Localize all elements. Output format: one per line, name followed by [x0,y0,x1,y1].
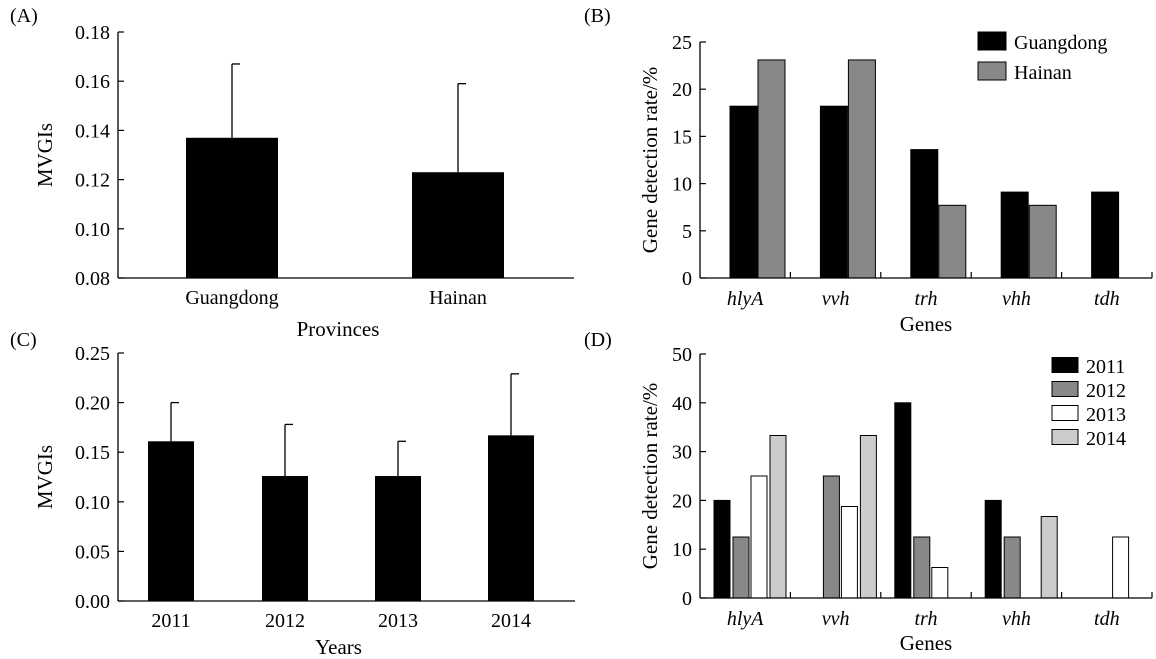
panel-c-bar [262,476,308,601]
panel-a-ytick-label: 0.16 [75,71,110,93]
panel-d-ylabel: Gene detection rate/% [638,383,662,570]
panel-d-ytick-label: 40 [672,393,692,415]
panel-b-ytick-label: 10 [672,174,692,196]
panel-b-xtick-label: vhh [1002,288,1031,310]
panel-b-legend-label: Guangdong [1014,32,1107,54]
panel-d-bar [931,567,949,599]
panel-b-legend-label: Hainan [1014,62,1072,84]
panel-d-label: (D) [584,329,612,351]
panel-c-ytick-label: 0.00 [75,591,110,613]
panel-a-bar [412,172,504,278]
panel-c-label: (C) [10,329,37,351]
panel-b-xlabel: Genes [900,312,952,336]
panel-d-xtick-label: hlyA [727,608,764,630]
panel-d-legend-swatch [1051,381,1079,397]
panel-b-ytick-label: 25 [672,32,692,54]
panel-c-bar [375,476,421,601]
panel-c-xtick-label: 2013 [378,610,418,632]
panel-b-legend-swatch [977,31,1007,51]
panel-b-xtick-label: vvh [822,288,850,310]
panel-c-xtick-label: 2014 [491,610,531,632]
panel-d-legend-swatch [1051,357,1079,373]
panel-b-bar [729,105,758,279]
panel-b-label: (B) [584,5,611,27]
panel-d-bar [1040,516,1058,599]
panel-b-ytick-label: 0 [682,268,692,290]
panel-d-legend-label: 2013 [1086,404,1126,426]
panel-b-bar [910,149,939,279]
panel-c-bar [488,435,534,601]
panel-a-ytick-label: 0.08 [75,268,110,290]
panel-c-bar [148,441,194,601]
panel-b-bar [1000,191,1029,279]
panel-d-bar [713,499,731,599]
panel-d-bar [750,475,768,599]
panel-d-bar [894,402,912,599]
panel-b-xtick-label: hlyA [727,288,764,310]
panel-d-ytick-label: 10 [672,539,692,561]
panel-c-ytick-label: 0.25 [75,343,110,365]
panel-a-ytick-label: 0.10 [75,219,110,241]
panel-c-xtick-label: 2012 [265,610,305,632]
panel-c-xtick-label: 2011 [151,610,190,632]
panel-d-ytick-label: 20 [672,490,692,512]
panel-a-ytick-label: 0.12 [75,170,110,192]
panel-c-ytick-label: 0.05 [75,541,110,563]
panel-c-ylabel: MVGIs [33,445,57,509]
panel-a-label: (A) [10,5,38,27]
panel-b-ytick-label: 5 [682,221,692,243]
panel-d-xtick-label: vhh [1002,608,1031,630]
panel-d-legend-label: 2012 [1086,380,1126,402]
panel-a-ylabel: MVGIs [33,123,57,187]
panel-d-legend-swatch [1051,429,1079,445]
panel-d-bar [859,434,877,599]
panel-d-ytick-label: 50 [672,344,692,366]
panel-b-ytick-label: 15 [672,126,692,148]
panel-a-ytick-label: 0.14 [75,120,110,142]
panel-b-bar [938,204,967,279]
panel-a-bar [186,137,278,278]
panel-d-legend-swatch [1051,405,1079,421]
panel-d-xlabel: Genes [900,631,952,655]
panel-b-bar [757,59,786,279]
panel-a-xtick-label: Hainan [429,287,487,309]
panel-d-bar [769,434,787,599]
panel-d-xtick-label: tdh [1094,608,1120,630]
panel-d-ytick-label: 0 [682,588,692,610]
panel-a-xtick-label: Guangdong [185,287,278,309]
panel-b-ylabel: Gene detection rate/% [638,67,662,254]
panel-d-bar [1003,536,1021,599]
panel-c-ytick-label: 0.15 [75,442,110,464]
panel-d-bar [840,506,858,599]
panel-b-xtick-label: trh [915,288,938,310]
panel-b-bar [1028,204,1057,279]
panel-a-ytick-label: 0.18 [75,22,110,44]
panel-d-bar [913,536,931,599]
panel-d-bar [1112,536,1130,599]
panel-d-xtick-label: trh [915,608,938,630]
panel-d-xtick-label: vvh [822,608,850,630]
panel-c-ytick-label: 0.10 [75,492,110,514]
panel-c-ytick-label: 0.20 [75,393,110,415]
panel-d-ytick-label: 30 [672,442,692,464]
panel-b-bar [819,105,848,279]
panel-b-legend-swatch [977,61,1007,81]
panel-a-xlabel: Provinces [297,317,380,341]
panel-b-ytick-label: 20 [672,79,692,101]
panel-d-bar [732,536,750,599]
panel-d-bar [822,475,840,599]
panel-b-bar [847,59,876,279]
panel-c-xlabel: Years [315,635,362,659]
panel-b-bar [1091,191,1120,279]
panel-d-legend-label: 2011 [1086,356,1125,378]
panel-b-xtick-label: tdh [1094,288,1120,310]
panel-d-legend-label: 2014 [1086,428,1126,450]
panel-d-bar [984,499,1002,599]
